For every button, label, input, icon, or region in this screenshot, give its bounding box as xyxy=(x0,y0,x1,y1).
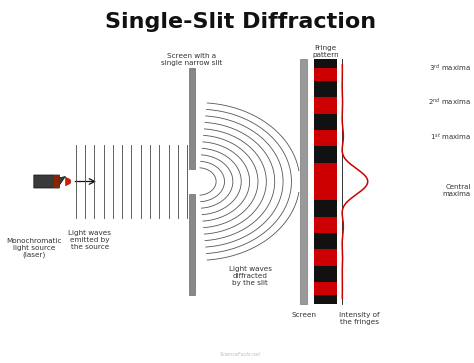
Bar xyxy=(314,58,337,305)
Text: Light waves
diffracted
by the slit: Light waves diffracted by the slit xyxy=(228,266,272,286)
Text: $3^{rd}$ maxima: $3^{rd}$ maxima xyxy=(429,63,471,74)
Bar xyxy=(314,81,337,97)
Bar xyxy=(314,146,337,163)
Text: Screen with a
single narrow slit: Screen with a single narrow slit xyxy=(161,53,223,66)
Bar xyxy=(314,58,337,68)
Polygon shape xyxy=(65,177,71,186)
Bar xyxy=(301,58,307,305)
Bar xyxy=(189,194,195,295)
Polygon shape xyxy=(55,175,59,188)
Polygon shape xyxy=(34,175,65,188)
Text: $1^{st}$ maxima: $1^{st}$ maxima xyxy=(430,131,471,142)
Text: $2^{nd}$ maxima: $2^{nd}$ maxima xyxy=(428,97,471,108)
Text: ScienceFacts.net: ScienceFacts.net xyxy=(220,352,261,357)
Bar xyxy=(314,114,337,130)
Bar xyxy=(314,200,337,217)
Text: Fringe
pattern: Fringe pattern xyxy=(312,45,339,58)
Text: Monochromatic
light source
(laser): Monochromatic light source (laser) xyxy=(6,237,62,258)
Text: Single-Slit Diffraction: Single-Slit Diffraction xyxy=(105,12,376,32)
Text: Intensity of
the fringes: Intensity of the fringes xyxy=(339,312,380,325)
Bar xyxy=(189,68,195,169)
Text: Screen: Screen xyxy=(291,312,316,318)
Text: Central
maxima: Central maxima xyxy=(443,184,471,197)
Bar xyxy=(314,295,337,305)
Bar xyxy=(314,233,337,249)
Text: Light waves
emitted by
the source: Light waves emitted by the source xyxy=(68,230,111,250)
Bar xyxy=(314,266,337,282)
